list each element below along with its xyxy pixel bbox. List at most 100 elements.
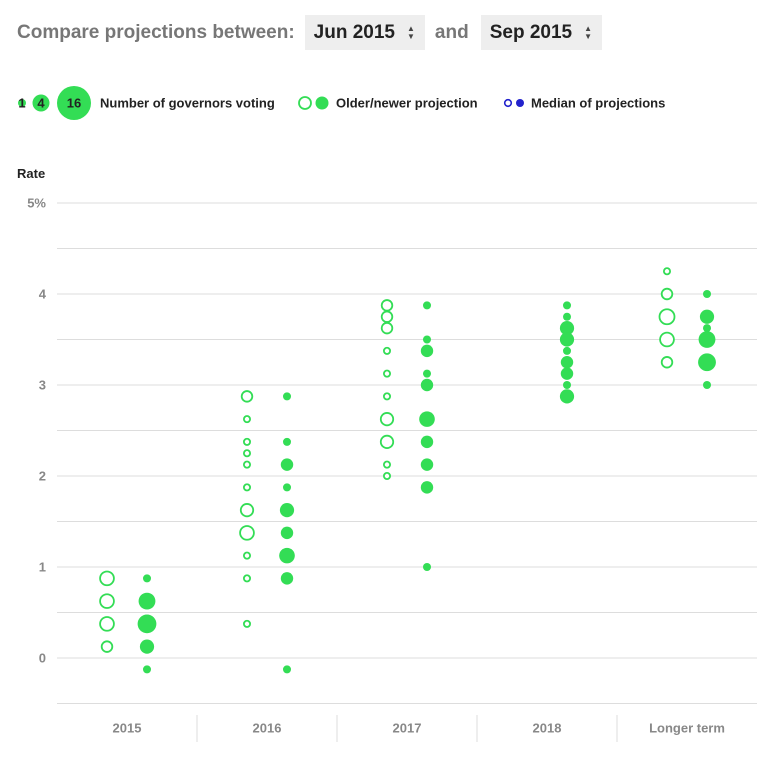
newer-projection-dot [423, 335, 431, 344]
newer-projection-dot [423, 563, 431, 571]
newer-projection-dot [283, 665, 291, 674]
newer-projection-dot [139, 639, 155, 654]
older-projection-dot [239, 525, 255, 541]
legend-median-hollow-dot [503, 98, 513, 108]
newer-projection-dot [563, 346, 571, 355]
to-date-value: Sep 2015 [489, 21, 573, 43]
y-tick-label: 3 [39, 378, 46, 393]
older-projection-dot [99, 593, 115, 609]
older-projection-dot [242, 574, 251, 583]
legend-size-16-label: 16 [67, 96, 81, 111]
newer-projection-dot [283, 392, 291, 401]
newer-projection-dot [423, 369, 431, 378]
older-projection-dot [382, 346, 391, 355]
x-category-label: 2018 [533, 721, 562, 736]
y-tick-label: 0 [39, 651, 46, 666]
legend-newer-filled-dot [315, 96, 329, 110]
older-projection-dot [242, 449, 251, 458]
newer-projection-dot [703, 290, 711, 298]
older-projection-dot [380, 321, 394, 335]
from-date-select[interactable]: Jun 2015 ▲ ▼ [304, 15, 425, 50]
dots-layer [99, 267, 716, 674]
y-axis-title: Rate [17, 166, 45, 181]
older-projection-dot [658, 308, 676, 326]
newer-projection-dot [143, 574, 151, 583]
x-category-label: 2015 [113, 721, 142, 736]
legend-median-text: Median of projections [531, 96, 665, 111]
y-tick-label: 2 [39, 469, 46, 484]
newer-projection-dot [563, 301, 571, 310]
older-projection-dot [242, 415, 251, 424]
legend-size-1-label: 1 [18, 96, 25, 111]
newer-projection-dot [698, 353, 716, 372]
newer-projection-dot [423, 301, 431, 310]
older-projection-dot [100, 640, 114, 653]
newer-projection-dot [563, 381, 571, 389]
newer-projection-dot [137, 614, 157, 634]
compare-label: Compare projections between: [17, 21, 295, 43]
newer-projection-dot [698, 331, 716, 348]
older-projection-dot [242, 619, 251, 628]
older-projection-dot [240, 390, 254, 403]
sort-arrows-icon: ▲ ▼ [407, 23, 415, 41]
older-projection-dot [382, 392, 391, 401]
older-projection-dot [242, 460, 251, 469]
newer-projection-dot [559, 389, 575, 404]
older-projection-dot [660, 356, 674, 369]
newer-projection-dot [138, 592, 156, 610]
legend-median-filled-dot [516, 99, 524, 107]
legend-older-hollow-dot [298, 96, 312, 110]
legend: 1 4 16 Number of governors voting Older/… [18, 86, 665, 120]
newer-projection-dot [279, 503, 295, 518]
y-axis-ticks: 0 1 2 3 4 5% [27, 196, 47, 666]
x-category-label: Longer term [649, 721, 725, 736]
older-projection-dot [380, 310, 394, 323]
older-projection-dot [242, 551, 251, 560]
older-projection-dot [99, 570, 115, 587]
legend-size-1-dot [18, 99, 26, 107]
older-projection-dot [382, 471, 391, 480]
older-projection-dot [242, 437, 251, 446]
older-projection-dot [379, 434, 395, 449]
y-tick-label: 4 [39, 287, 47, 302]
to-date-select[interactable]: Sep 2015 ▲ ▼ [480, 15, 603, 50]
y-tick-label: 5% [27, 196, 46, 211]
older-projection-dot [659, 331, 675, 348]
newer-projection-dot [563, 312, 571, 321]
older-projection-dot [660, 287, 674, 301]
and-label: and [434, 21, 469, 43]
from-date-value: Jun 2015 [313, 21, 395, 43]
newer-projection-dot [280, 526, 294, 540]
newer-projection-dot [420, 344, 434, 358]
older-projection-dot [379, 412, 395, 427]
x-category-label: 2016 [253, 721, 282, 736]
y-tick-label: 1 [39, 560, 46, 575]
newer-projection-dot [279, 547, 295, 564]
newer-projection-dot [560, 367, 574, 380]
gridlines [57, 202, 757, 704]
comparison-controls: Compare projections between: Jun 2015 ▲ ▼… [17, 15, 612, 50]
newer-projection-dot [559, 321, 575, 336]
legend-size-4-dot [32, 94, 50, 112]
legend-older-newer-text: Older/newer projection [336, 96, 478, 111]
older-projection-dot [663, 267, 672, 276]
older-projection-dot [99, 616, 115, 632]
newer-projection-dot [280, 458, 294, 471]
newer-projection-dot [703, 381, 711, 389]
newer-projection-dot [143, 665, 151, 674]
newer-projection-dot [419, 411, 435, 427]
older-projection-dot [382, 369, 391, 378]
x-category-label: 2017 [393, 721, 422, 736]
newer-projection-dot [560, 356, 574, 369]
older-projection-dot [242, 483, 251, 492]
newer-projection-dot [283, 437, 291, 446]
newer-projection-dot [280, 572, 294, 585]
newer-projection-dot [559, 332, 575, 347]
newer-projection-dot [699, 309, 715, 324]
x-axis: 2015 2016 2017 2018 Longer term [113, 715, 725, 742]
older-projection-dot [380, 299, 394, 312]
older-projection-dot [382, 460, 391, 469]
legend-size-16-dot [57, 86, 91, 120]
newer-projection-dot [703, 324, 711, 333]
sort-arrows-icon: ▲ ▼ [584, 23, 593, 41]
